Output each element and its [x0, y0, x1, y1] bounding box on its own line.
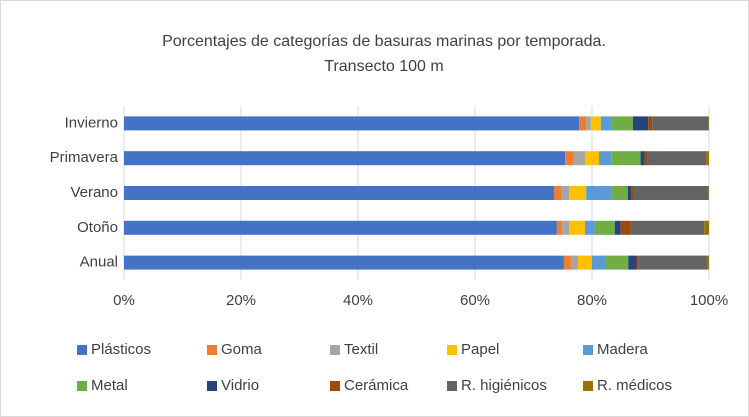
bar-segment: [586, 116, 591, 131]
bar-segment: [560, 186, 570, 200]
bar-segment: [599, 151, 612, 166]
bar-segment: [563, 255, 571, 270]
bar-segment: [124, 151, 566, 166]
legend-swatch: [207, 345, 217, 355]
x-tick-label: 60%: [460, 292, 490, 309]
bar-segment: [611, 186, 628, 200]
chart-subtitle: Transecto 100 m: [324, 58, 443, 75]
legend-label: Madera: [597, 341, 649, 358]
bar-segment: [577, 255, 592, 270]
x-tick-label: 100%: [690, 292, 728, 309]
chart-title: Porcentajes de categorías de basuras mar…: [162, 33, 606, 50]
y-tick-label: Otoño: [77, 219, 118, 236]
x-tick-label: 20%: [226, 292, 256, 309]
legend-label: Textil: [344, 341, 378, 358]
bar-segment: [648, 116, 653, 131]
legend-label: Plásticos: [91, 341, 151, 358]
bar-segment: [590, 116, 601, 131]
bar-segment: [633, 186, 709, 200]
legend-swatch: [77, 381, 87, 391]
bar-segment: [627, 186, 632, 200]
bar-segment: [592, 255, 607, 270]
bar-segment: [640, 151, 645, 166]
bar-segment: [706, 151, 709, 166]
legend-swatch: [77, 345, 87, 355]
legend-label: Papel: [461, 341, 499, 358]
legend-swatch: [330, 345, 340, 355]
bar-segment: [584, 151, 600, 166]
bar-segment: [704, 220, 709, 235]
x-tick-label: 80%: [577, 292, 607, 309]
bar-segment: [579, 116, 587, 131]
bar-segment: [584, 220, 595, 235]
bar-segment: [556, 220, 563, 235]
bar-segment: [620, 220, 631, 235]
bar-segment: [632, 116, 649, 131]
bar-segment: [614, 220, 621, 235]
y-tick-label: Primavera: [50, 149, 119, 166]
bar-segment: [600, 116, 612, 131]
legend-swatch: [330, 381, 340, 391]
legend-label: Cerámica: [344, 377, 409, 394]
bar-segment: [708, 116, 709, 131]
bar-segment: [630, 220, 705, 235]
bar-segment: [638, 255, 708, 270]
legend-swatch: [583, 381, 593, 391]
legend-label: Vidrio: [221, 377, 259, 394]
x-tick-label: 40%: [343, 292, 373, 309]
bar-segment: [124, 255, 564, 270]
bar-segment: [644, 151, 648, 166]
bar-segment: [611, 151, 641, 166]
legend-swatch: [447, 381, 457, 391]
bar-segment: [124, 220, 557, 235]
legend-label: Metal: [91, 377, 128, 394]
bar-segment: [553, 186, 561, 200]
bar-segment: [570, 255, 578, 270]
x-tick-label: 0%: [113, 292, 135, 309]
bar-segment: [569, 220, 585, 235]
y-tick-label: Verano: [70, 184, 118, 201]
y-tick-label: Anual: [80, 254, 118, 271]
bar-segment: [573, 151, 585, 166]
bar-segment: [124, 186, 554, 200]
bar-segment: [647, 151, 707, 166]
bar-segment: [124, 116, 580, 131]
bar-segment: [636, 255, 639, 270]
legend-swatch: [583, 345, 593, 355]
legend-swatch: [207, 381, 217, 391]
bar-segment: [606, 255, 629, 270]
bar-segment: [586, 186, 612, 200]
bar-segment: [631, 186, 634, 200]
legend-label: Goma: [221, 341, 263, 358]
bar-segment: [652, 116, 709, 131]
bar-segment: [707, 255, 709, 270]
bar-segment: [562, 220, 570, 235]
legend-swatch: [447, 345, 457, 355]
bar-segment: [565, 151, 574, 166]
legend-label: R. médicos: [597, 377, 672, 394]
bar-segment: [569, 186, 587, 200]
bar-segment: [628, 255, 637, 270]
legend-label: R. higiénicos: [461, 377, 547, 394]
y-tick-label: Invierno: [65, 114, 118, 131]
bar-segment: [594, 220, 615, 235]
bar-segment: [611, 116, 633, 131]
bar-segment: [708, 186, 709, 200]
